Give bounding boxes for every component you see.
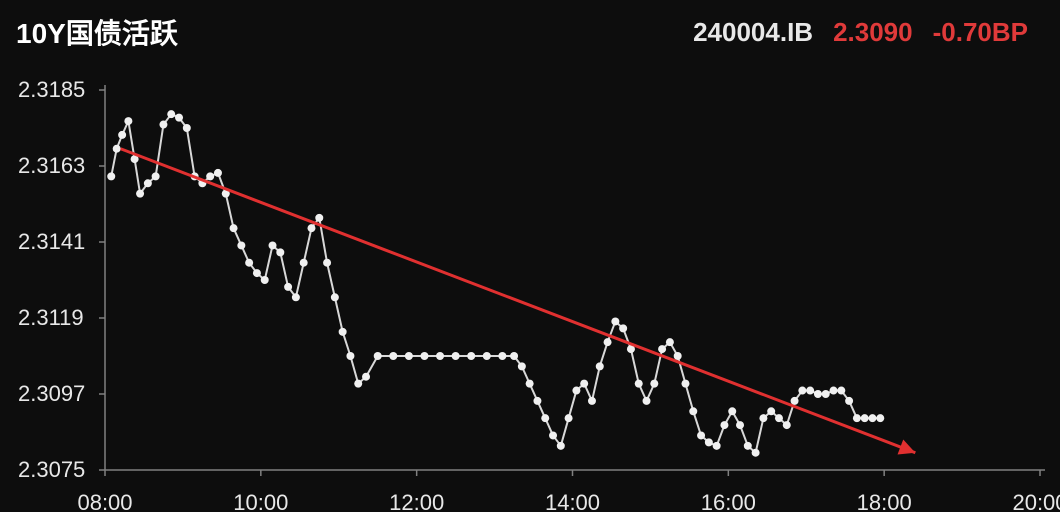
- price-change: -0.70BP: [933, 17, 1028, 48]
- y-axis-label: 2.3141: [18, 229, 85, 255]
- x-axis-label: 10:00: [233, 490, 288, 512]
- y-axis-label: 2.3163: [18, 153, 85, 179]
- x-axis-label: 18:00: [857, 490, 912, 512]
- chart-title: 10Y国债活跃: [16, 12, 673, 52]
- y-axis-label: 2.3119: [18, 305, 84, 331]
- x-axis-label: 12:00: [389, 490, 444, 512]
- x-axis-label: 08:00: [77, 490, 132, 512]
- current-price: 2.3090: [833, 17, 913, 48]
- y-axis-label: 2.3097: [18, 381, 85, 407]
- y-axis-label: 2.3185: [18, 77, 85, 103]
- line-chart: [0, 60, 1060, 512]
- x-axis-label: 14:00: [545, 490, 600, 512]
- chart-header: 10Y国债活跃 240004.IB 2.3090 -0.70BP: [0, 0, 1060, 60]
- ticker-symbol: 240004.IB: [693, 17, 813, 48]
- x-axis-label: 20:00: [1012, 490, 1060, 512]
- y-axis-label: 2.3075: [18, 457, 85, 483]
- x-axis-label: 16:00: [701, 490, 756, 512]
- chart-area: 2.3075 2.3097 2.3119 2.3141 2.3163 2.3185 08:0…: [0, 60, 1060, 512]
